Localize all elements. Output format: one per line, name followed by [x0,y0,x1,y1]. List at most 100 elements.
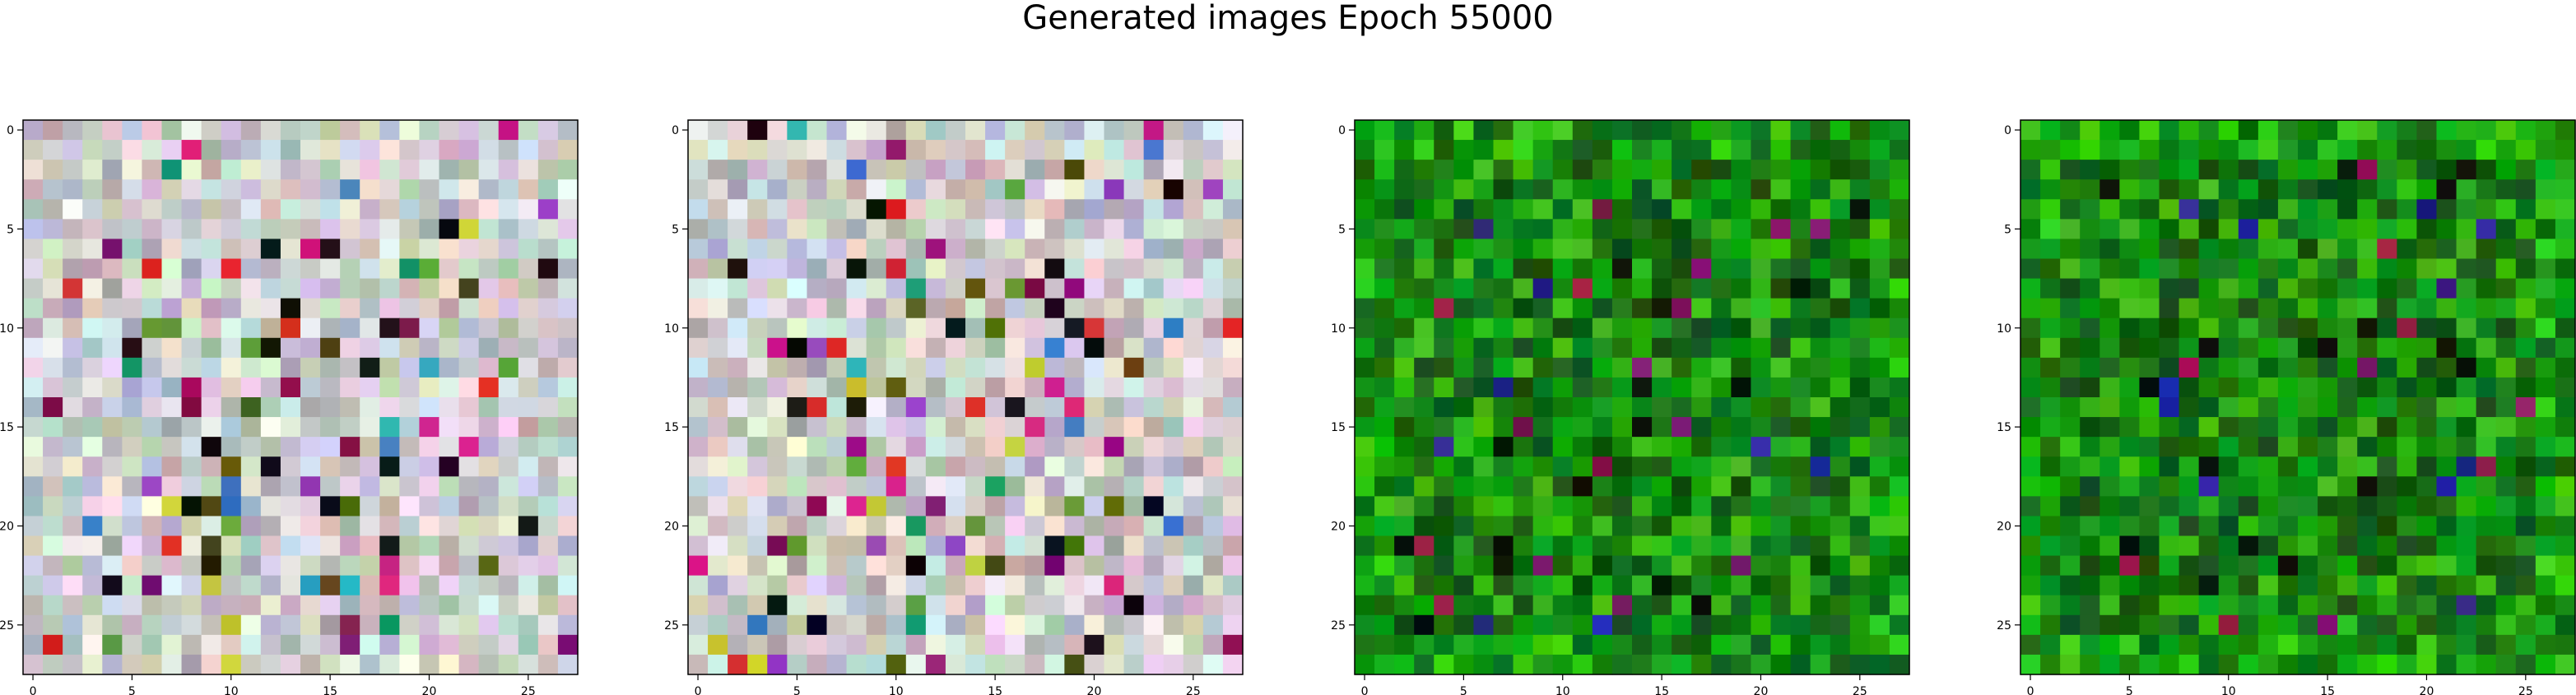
pixel-cell [708,496,728,517]
pixel-cell [2318,634,2338,656]
pixel-cell [1123,337,1145,359]
pixel-cell [2298,535,2318,557]
pixel-cell [240,476,262,497]
pixel-cell [2218,634,2239,656]
pixel-cell [767,437,788,457]
pixel-cell [2218,397,2239,418]
pixel-cell [1810,278,1831,299]
pixel-cell [1532,179,1554,200]
pixel-cell [2238,555,2259,577]
pixel-cell [478,575,500,596]
pixel-cell [2357,140,2378,160]
pixel-cell [846,437,867,457]
axes-frame [687,119,1244,675]
pixel-cell [142,476,163,497]
pixel-cell [82,239,103,260]
pixel-cell [728,417,748,438]
pixel-cell [886,199,907,220]
pixel-cell [161,239,183,260]
pixel-cell [945,634,966,656]
pixel-cell [1005,160,1025,180]
pixel-cell [905,496,927,517]
pixel-cell [2020,476,2041,497]
pixel-cell [2238,179,2259,200]
pixel-cell [122,219,143,240]
pixel-cell [1691,535,1712,557]
pixel-cell [1222,140,1244,160]
pixel-cell [419,160,440,180]
pixel-cell [1552,535,1574,557]
pixel-cell [2456,496,2477,517]
pixel-cell [300,219,321,240]
pixel-cell [2476,614,2497,636]
pixel-cell [1552,634,1574,656]
pixel-cell [23,357,44,378]
pixel-cell [557,219,579,240]
pixel-cell [2277,456,2299,477]
pixel-cell [340,496,360,517]
pixel-cell [925,317,946,339]
pixel-cell [925,634,946,656]
pixel-cell [23,140,44,160]
pixel-cell [1830,654,1851,675]
pixel-cell [1652,654,1672,675]
pixel-cell [1044,337,1065,359]
pixel-cell [1810,516,1831,537]
pixel-cell [240,496,262,517]
pixel-cell [2159,258,2180,280]
pixel-cell [122,160,143,180]
pixel-cell [2139,199,2160,220]
pixel-cell [2080,575,2100,596]
pixel-cell [866,199,887,220]
pixel-cell [787,219,808,240]
pixel-cell [2456,120,2477,141]
pixel-cell [1652,496,1672,517]
pixel-cell [221,535,242,557]
pixel-cell [2238,160,2259,180]
pixel-cell [1632,337,1653,359]
pixel-cell [2337,476,2358,497]
pixel-cell [63,634,83,656]
pixel-cell [1869,496,1890,517]
pixel-cell [1104,476,1125,497]
pixel-cell [1652,397,1672,418]
pixel-cell [2456,298,2477,319]
pixel-cell [1394,595,1415,616]
pixel-cell [1810,377,1831,398]
pixel-cell [2337,535,2358,557]
pixel-cell [360,654,380,675]
pixel-cell [2535,377,2556,398]
pixel-cell [458,476,480,497]
pixel-cell [2159,160,2180,180]
pixel-cell [2555,555,2576,577]
pixel-cell [2416,160,2438,180]
pixel-cell [728,397,748,418]
pixel-cell [747,654,768,675]
pixel-cell [102,278,123,299]
pixel-cell [2099,377,2120,398]
pixel-cell [688,140,709,160]
pixel-cell [1731,397,1752,418]
pixel-cell [1731,357,1752,378]
pixel-cell [1044,160,1065,180]
pixel-cell [1202,614,1224,636]
pixel-cell [240,614,262,636]
pixel-cell [142,654,163,675]
pixel-cell [478,120,500,141]
pixel-cell [1691,654,1712,675]
pixel-cell [399,219,421,240]
pixel-cell [2298,575,2318,596]
pixel-cell [1025,456,1045,477]
pixel-cell [2436,278,2457,299]
pixel-cell [102,140,123,160]
pixel-cell [63,219,83,240]
pixel-cell [2357,634,2378,656]
pixel-cell [260,199,281,220]
pixel-cell [2476,516,2497,537]
pixel-cell [201,160,222,180]
pixel-cell [2377,357,2397,378]
pixel-cell [2159,575,2180,596]
pixel-cell [1222,397,1244,418]
pixel-cell [221,496,242,517]
pixel-cell [1869,397,1890,418]
